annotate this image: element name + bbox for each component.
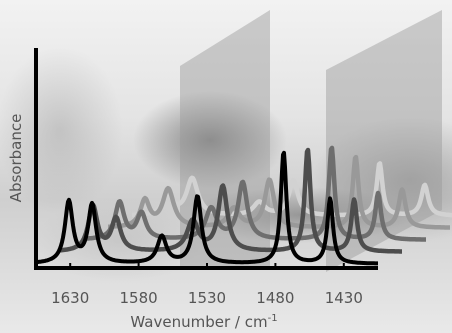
spectrum-trace-1 (35, 150, 379, 266)
x-tick-label: 1580 (120, 289, 158, 307)
spectra-traces (35, 145, 452, 266)
x-tick-labels: 1630 1580 1530 1480 1430 (51, 289, 363, 307)
spectrum-trace-3 (82, 145, 428, 242)
spectrum-trace-2 (58, 147, 404, 254)
sample-planes (180, 10, 442, 272)
x-tick-label: 1630 (51, 289, 89, 307)
x-ticks (69, 263, 345, 270)
x-tick-label: 1430 (325, 289, 363, 307)
x-tick-label: 1480 (256, 289, 294, 307)
x-tick-label: 1530 (188, 289, 226, 307)
x-axis-label-text: Wavenumber / cm (130, 313, 267, 331)
x-axis-label: Wavenumber / cm-1 (130, 313, 277, 331)
x-axis-label-superscript: -1 (268, 313, 278, 324)
y-axis-label: Absorbance (7, 114, 25, 203)
